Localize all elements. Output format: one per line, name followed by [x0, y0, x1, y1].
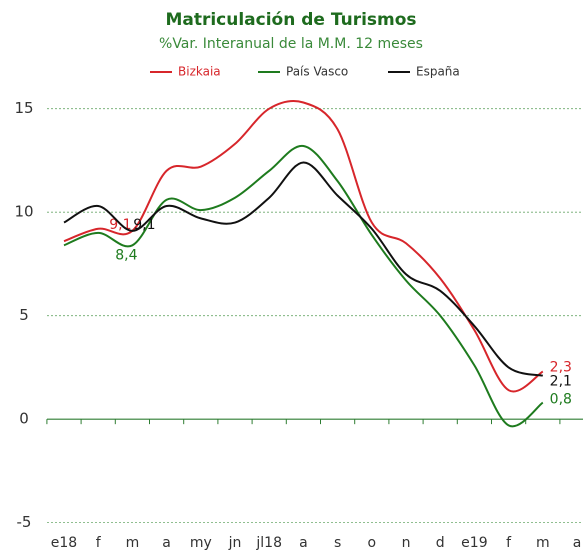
- legend-label: País Vasco: [286, 65, 348, 79]
- x-tick-label: d: [436, 535, 445, 550]
- x-tick-label: jn: [228, 535, 242, 550]
- data-label: 2,3: [550, 360, 572, 376]
- x-tick-label: o: [368, 535, 377, 550]
- data-label: 8,4: [115, 247, 137, 263]
- x-tick-label: f: [96, 535, 102, 550]
- chart-title: Matriculación de Turismos: [165, 10, 416, 30]
- x-tick-label: jl18: [255, 535, 282, 550]
- x-tick-label: f: [506, 535, 512, 550]
- x-tick-label: m: [126, 535, 140, 550]
- chart-subtitle: %Var. Interanual de la M.M. 12 meses: [159, 36, 423, 52]
- series-line: [63, 100, 544, 393]
- y-tick-label: 0: [19, 410, 29, 428]
- x-tick-label: a: [162, 535, 171, 550]
- x-tick-label: my: [190, 535, 212, 550]
- legend-label: Bizkaia: [178, 65, 221, 79]
- x-tick-label: s: [334, 535, 341, 550]
- data-label: 0,8: [550, 392, 572, 408]
- x-tick-label: a: [299, 535, 308, 550]
- data-label: 2,1: [550, 374, 572, 390]
- y-tick-label: 15: [14, 99, 33, 117]
- y-tick-label: 10: [14, 203, 33, 221]
- y-tick-label: -5: [17, 513, 32, 531]
- x-tick-label: a: [573, 535, 582, 550]
- x-tick-label: e19: [461, 535, 487, 550]
- legend-label: España: [416, 65, 460, 79]
- series-line: [63, 161, 544, 377]
- x-tick-label: e18: [51, 535, 77, 550]
- series-line: [63, 144, 544, 428]
- x-tick-label: m: [536, 535, 550, 550]
- y-tick-label: 5: [19, 306, 29, 324]
- x-tick-label: n: [402, 535, 411, 550]
- data-label: 9,1: [133, 217, 155, 233]
